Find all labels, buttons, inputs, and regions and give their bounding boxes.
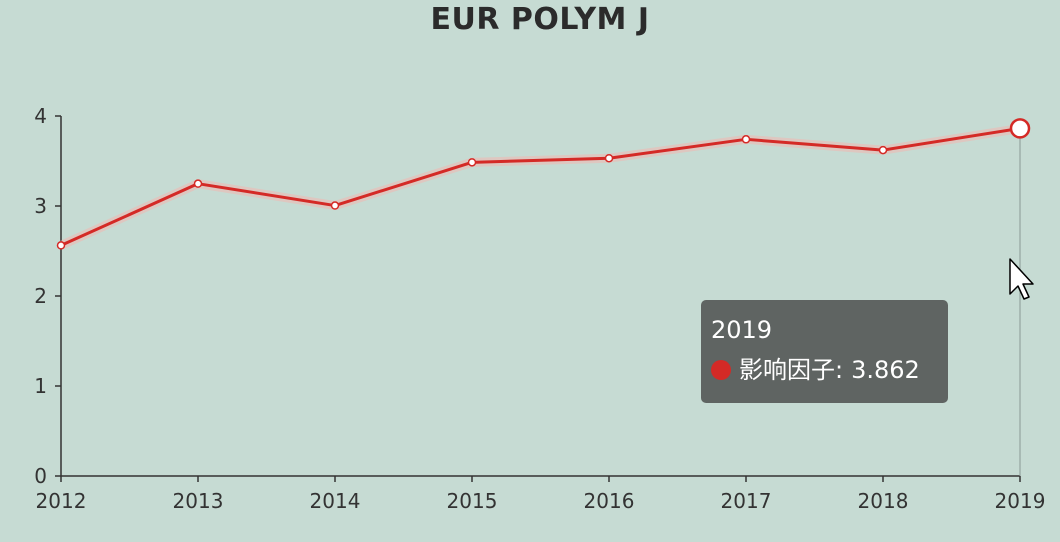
series-line-glow bbox=[59, 123, 1021, 250]
tooltip-title: 2019 bbox=[711, 316, 773, 344]
data-point[interactable] bbox=[193, 179, 203, 188]
tooltip: 2019 影响因子: 3.862 bbox=[701, 300, 948, 403]
series-line bbox=[60, 126, 1021, 247]
y-tick-label: 1 bbox=[34, 374, 47, 398]
y-tick-label: 0 bbox=[34, 464, 47, 488]
x-axis-ticks: 2012 2013 2014 2015 2016 2017 2018 2019 bbox=[36, 476, 1046, 513]
x-tick-label: 2016 bbox=[584, 489, 635, 513]
x-tick-label: 2012 bbox=[36, 489, 87, 513]
series-points bbox=[56, 118, 1031, 250]
data-point-highlighted[interactable] bbox=[1009, 118, 1031, 139]
x-tick-label: 2015 bbox=[447, 489, 498, 513]
x-tick-label: 2014 bbox=[310, 489, 361, 513]
data-point[interactable] bbox=[741, 135, 751, 144]
x-tick-label: 2018 bbox=[858, 489, 909, 513]
x-tick-label: 2013 bbox=[173, 489, 224, 513]
data-point[interactable] bbox=[878, 145, 888, 155]
y-tick-label: 4 bbox=[34, 104, 47, 128]
x-tick-label: 2017 bbox=[721, 489, 772, 513]
data-point[interactable] bbox=[56, 241, 66, 250]
y-axis-ticks: 0 1 2 3 4 bbox=[34, 104, 61, 488]
data-point[interactable] bbox=[604, 153, 614, 163]
tooltip-value: 3.862 bbox=[851, 356, 920, 384]
series-marker-dot bbox=[711, 360, 731, 380]
data-point[interactable] bbox=[467, 158, 477, 167]
tooltip-row: 影响因子: 3.862 bbox=[711, 352, 938, 388]
tooltip-series-name: 影响因子: bbox=[739, 356, 844, 384]
mouse-pointer-icon bbox=[1009, 258, 1034, 300]
y-tick-label: 2 bbox=[34, 284, 47, 308]
x-tick-label: 2019 bbox=[995, 489, 1046, 513]
y-tick-label: 3 bbox=[34, 194, 47, 218]
data-point[interactable] bbox=[330, 201, 340, 210]
chart-title: EUR POLYM J bbox=[430, 2, 650, 37]
